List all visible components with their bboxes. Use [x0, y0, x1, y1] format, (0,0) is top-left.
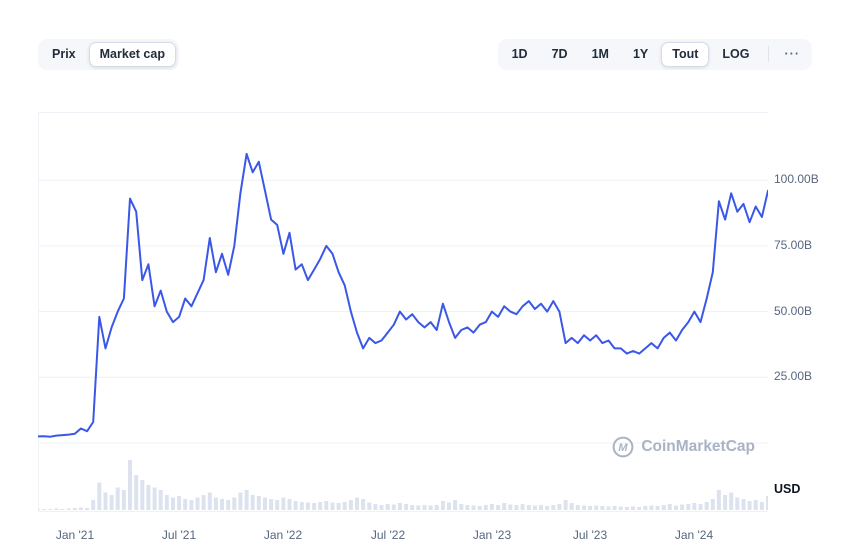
range-7d-button[interactable]: 7D — [541, 42, 579, 67]
watermark-text: CoinMarketCap — [641, 438, 755, 455]
range-tout-button[interactable]: Tout — [661, 42, 710, 67]
y-axis-label-50b: 50.00B — [774, 304, 813, 318]
range-1d-button[interactable]: 1D — [501, 42, 539, 67]
y-axis-label-100b: 100.00B — [774, 172, 819, 186]
x-axis-label-jul21: Jul '21 — [161, 528, 197, 542]
x-axis-label-jan23: Jan '23 — [472, 528, 512, 542]
x-axis-label-jan24: Jan '24 — [674, 528, 714, 542]
price-marketcap-toggle: Prix Market cap — [38, 39, 179, 70]
volume-bars — [38, 460, 768, 510]
x-axis-label-jan22: Jan '22 — [263, 528, 303, 542]
x-axis-label-jul22: Jul '22 — [370, 528, 406, 542]
range-1y-button[interactable]: 1Y — [622, 42, 659, 67]
toggle-market-cap-button[interactable]: Market cap — [88, 42, 176, 67]
log-scale-button[interactable]: LOG — [711, 42, 760, 67]
y-axis-label-25b: 25.00B — [774, 369, 813, 383]
time-range-controls: 1D 7D 1M 1Y Tout LOG ··· — [497, 39, 812, 70]
x-axis-label-jan21: Jan '21 — [55, 528, 95, 542]
toolbar-divider — [767, 46, 769, 63]
coinmarketcap-watermark: M CoinMarketCap — [612, 436, 755, 458]
chart-toolbar: Prix Market cap 1D 7D 1M 1Y Tout LOG ··· — [38, 39, 812, 70]
more-options-button[interactable]: ··· — [776, 42, 810, 67]
market-cap-line-chart[interactable] — [38, 112, 768, 512]
coinmarketcap-logo-icon: M — [612, 436, 634, 458]
x-axis-label-jul23: Jul '23 — [572, 528, 608, 542]
y-axis-label-75b: 75.00B — [774, 238, 813, 252]
toggle-prix-button[interactable]: Prix — [41, 42, 87, 67]
market-cap-line — [38, 152, 768, 438]
range-1m-button[interactable]: 1M — [581, 42, 620, 67]
svg-text:M: M — [619, 442, 629, 454]
y-axis-unit-usd: USD — [774, 482, 801, 496]
grid-lines — [38, 112, 768, 512]
